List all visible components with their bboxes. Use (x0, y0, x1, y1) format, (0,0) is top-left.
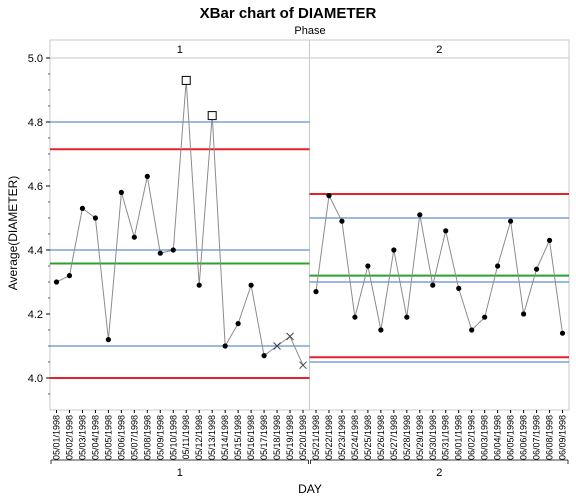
x-tick-label: 05/23/1998 (337, 415, 347, 460)
data-point-excluded (273, 342, 281, 350)
x-tick-label: 05/18/1998 (272, 415, 282, 460)
x-axis-title: DAY (298, 482, 322, 496)
y-tick-label: 4.4 (28, 245, 43, 257)
x-tick-label: 05/04/1998 (90, 415, 100, 460)
data-point (170, 247, 176, 253)
data-point (235, 321, 241, 327)
data-point (144, 173, 150, 179)
data-point (79, 205, 86, 211)
data-point (105, 337, 111, 343)
data-point (378, 327, 384, 333)
plot-layer: 1 2 4.0 4.2 4.4 4.6 4.8 5.0 05/01/1998 05/02/1998… (28, 39, 570, 479)
data-point (313, 289, 319, 295)
data-point (520, 311, 527, 317)
x-tick-label: 05/15/1998 (233, 415, 243, 460)
x-tick-label: 05/22/1998 (324, 415, 334, 460)
x-tick-label: 06/05/1998 (506, 415, 516, 460)
series-line-phase-2 (315, 193, 563, 334)
data-point (261, 353, 267, 359)
x-tick-label: 05/30/1998 (428, 415, 438, 460)
x-tick-label: 06/07/1998 (532, 415, 542, 460)
x-tick-label: 05/24/1998 (350, 415, 360, 460)
data-point (469, 327, 475, 333)
x-tick-label: 06/02/1998 (467, 415, 477, 460)
data-point (456, 285, 462, 291)
x-tick-label: 06/09/1998 (558, 415, 568, 460)
x-tick-label: 05/09/1998 (155, 415, 165, 460)
data-point (248, 282, 254, 288)
chart-title: XBar chart of DIAMETER (200, 5, 377, 22)
x-tick-label: 05/29/1998 (415, 415, 425, 460)
x-tick-label: 05/31/1998 (441, 415, 451, 460)
x-tick-label: 05/02/1998 (65, 415, 75, 460)
data-point (365, 263, 371, 269)
x-tick-label: 05/21/1998 (311, 415, 321, 460)
data-point (559, 330, 566, 336)
y-tick-label: 5.0 (28, 53, 43, 65)
x-tick-label: 05/12/1998 (194, 415, 204, 460)
y-tick-label: 4.6 (28, 181, 43, 193)
x-tick-label: 05/19/1998 (285, 415, 295, 460)
y-tick-label: 4.0 (28, 373, 43, 385)
x-tick-label: 05/07/1998 (129, 415, 139, 460)
x-tick-label: 06/06/1998 (519, 415, 529, 460)
x-tick-label: 06/04/1998 (493, 415, 503, 460)
data-point (391, 247, 397, 253)
data-point (131, 234, 137, 240)
data-point-excluded (286, 332, 294, 341)
x-tick-label: 05/13/1998 (207, 415, 217, 460)
data-point (222, 343, 228, 349)
data-point (326, 193, 332, 199)
data-point-flagged (181, 75, 191, 85)
data-point (404, 314, 410, 320)
data-point (66, 273, 73, 279)
x-tick-label: 05/08/1998 (142, 415, 152, 460)
data-point (92, 215, 99, 221)
data-point (495, 263, 501, 269)
x-tick-label: 05/20/1998 (298, 415, 308, 460)
y-tick-label: 4.8 (28, 117, 43, 129)
data-point (118, 189, 124, 195)
phase-axis-label-2: 2 (436, 467, 442, 479)
x-tick-label: 05/06/1998 (116, 415, 126, 460)
x-tick-label: 05/11/1998 (181, 415, 191, 459)
data-point (417, 212, 423, 218)
data-point (53, 279, 60, 285)
x-tick-label: 05/10/1998 (168, 415, 178, 460)
x-tick-label: 05/05/1998 (103, 415, 113, 460)
x-tick-label: 06/08/1998 (545, 415, 555, 460)
data-point (430, 282, 436, 288)
phase-axis-label-1: 1 (177, 467, 183, 479)
data-point (196, 282, 202, 288)
data-point (508, 218, 514, 224)
x-tick-label: 05/27/1998 (389, 415, 399, 460)
y-tick-label: 4.2 (28, 309, 43, 321)
x-tick-label: 05/03/1998 (77, 415, 87, 460)
data-point (157, 250, 163, 256)
data-point (339, 218, 345, 224)
phase-header-label-1: 1 (177, 44, 183, 56)
x-tick-label: 05/01/1998 (52, 415, 62, 460)
y-axis-title: Average(DIAMETER) (6, 176, 20, 290)
data-point (352, 314, 358, 320)
x-tick-label: 05/14/1998 (220, 415, 230, 460)
x-tick-label: 05/17/1998 (259, 415, 269, 460)
phase-title: Phase (294, 25, 325, 37)
x-tick-label: 05/16/1998 (246, 415, 256, 460)
data-point-excluded (299, 361, 307, 370)
series-line-phase-1 (56, 80, 304, 366)
x-tick-label: 06/01/1998 (454, 415, 464, 460)
data-point (533, 266, 540, 272)
data-point (482, 314, 488, 320)
x-tick-label: 05/26/1998 (376, 415, 386, 460)
x-tick-label: 05/28/1998 (402, 415, 412, 460)
data-point-flagged (207, 111, 217, 121)
x-tick-label: 05/25/1998 (363, 415, 373, 460)
data-point (546, 237, 553, 243)
phase-header-label-2: 2 (436, 44, 442, 56)
x-tick-label: 06/03/1998 (480, 415, 490, 460)
data-point (443, 228, 449, 234)
